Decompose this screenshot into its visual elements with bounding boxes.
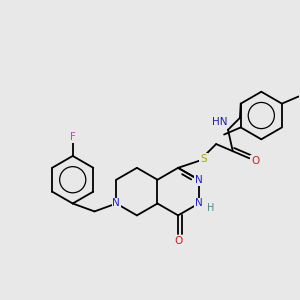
Text: HN: HN	[212, 117, 228, 127]
Text: O: O	[174, 236, 182, 246]
Text: O: O	[251, 156, 260, 166]
Text: N: N	[112, 199, 120, 208]
Text: F: F	[70, 132, 76, 142]
Text: S: S	[200, 154, 207, 164]
Text: H: H	[207, 203, 214, 214]
Text: N: N	[195, 175, 203, 185]
Text: N: N	[195, 199, 203, 208]
